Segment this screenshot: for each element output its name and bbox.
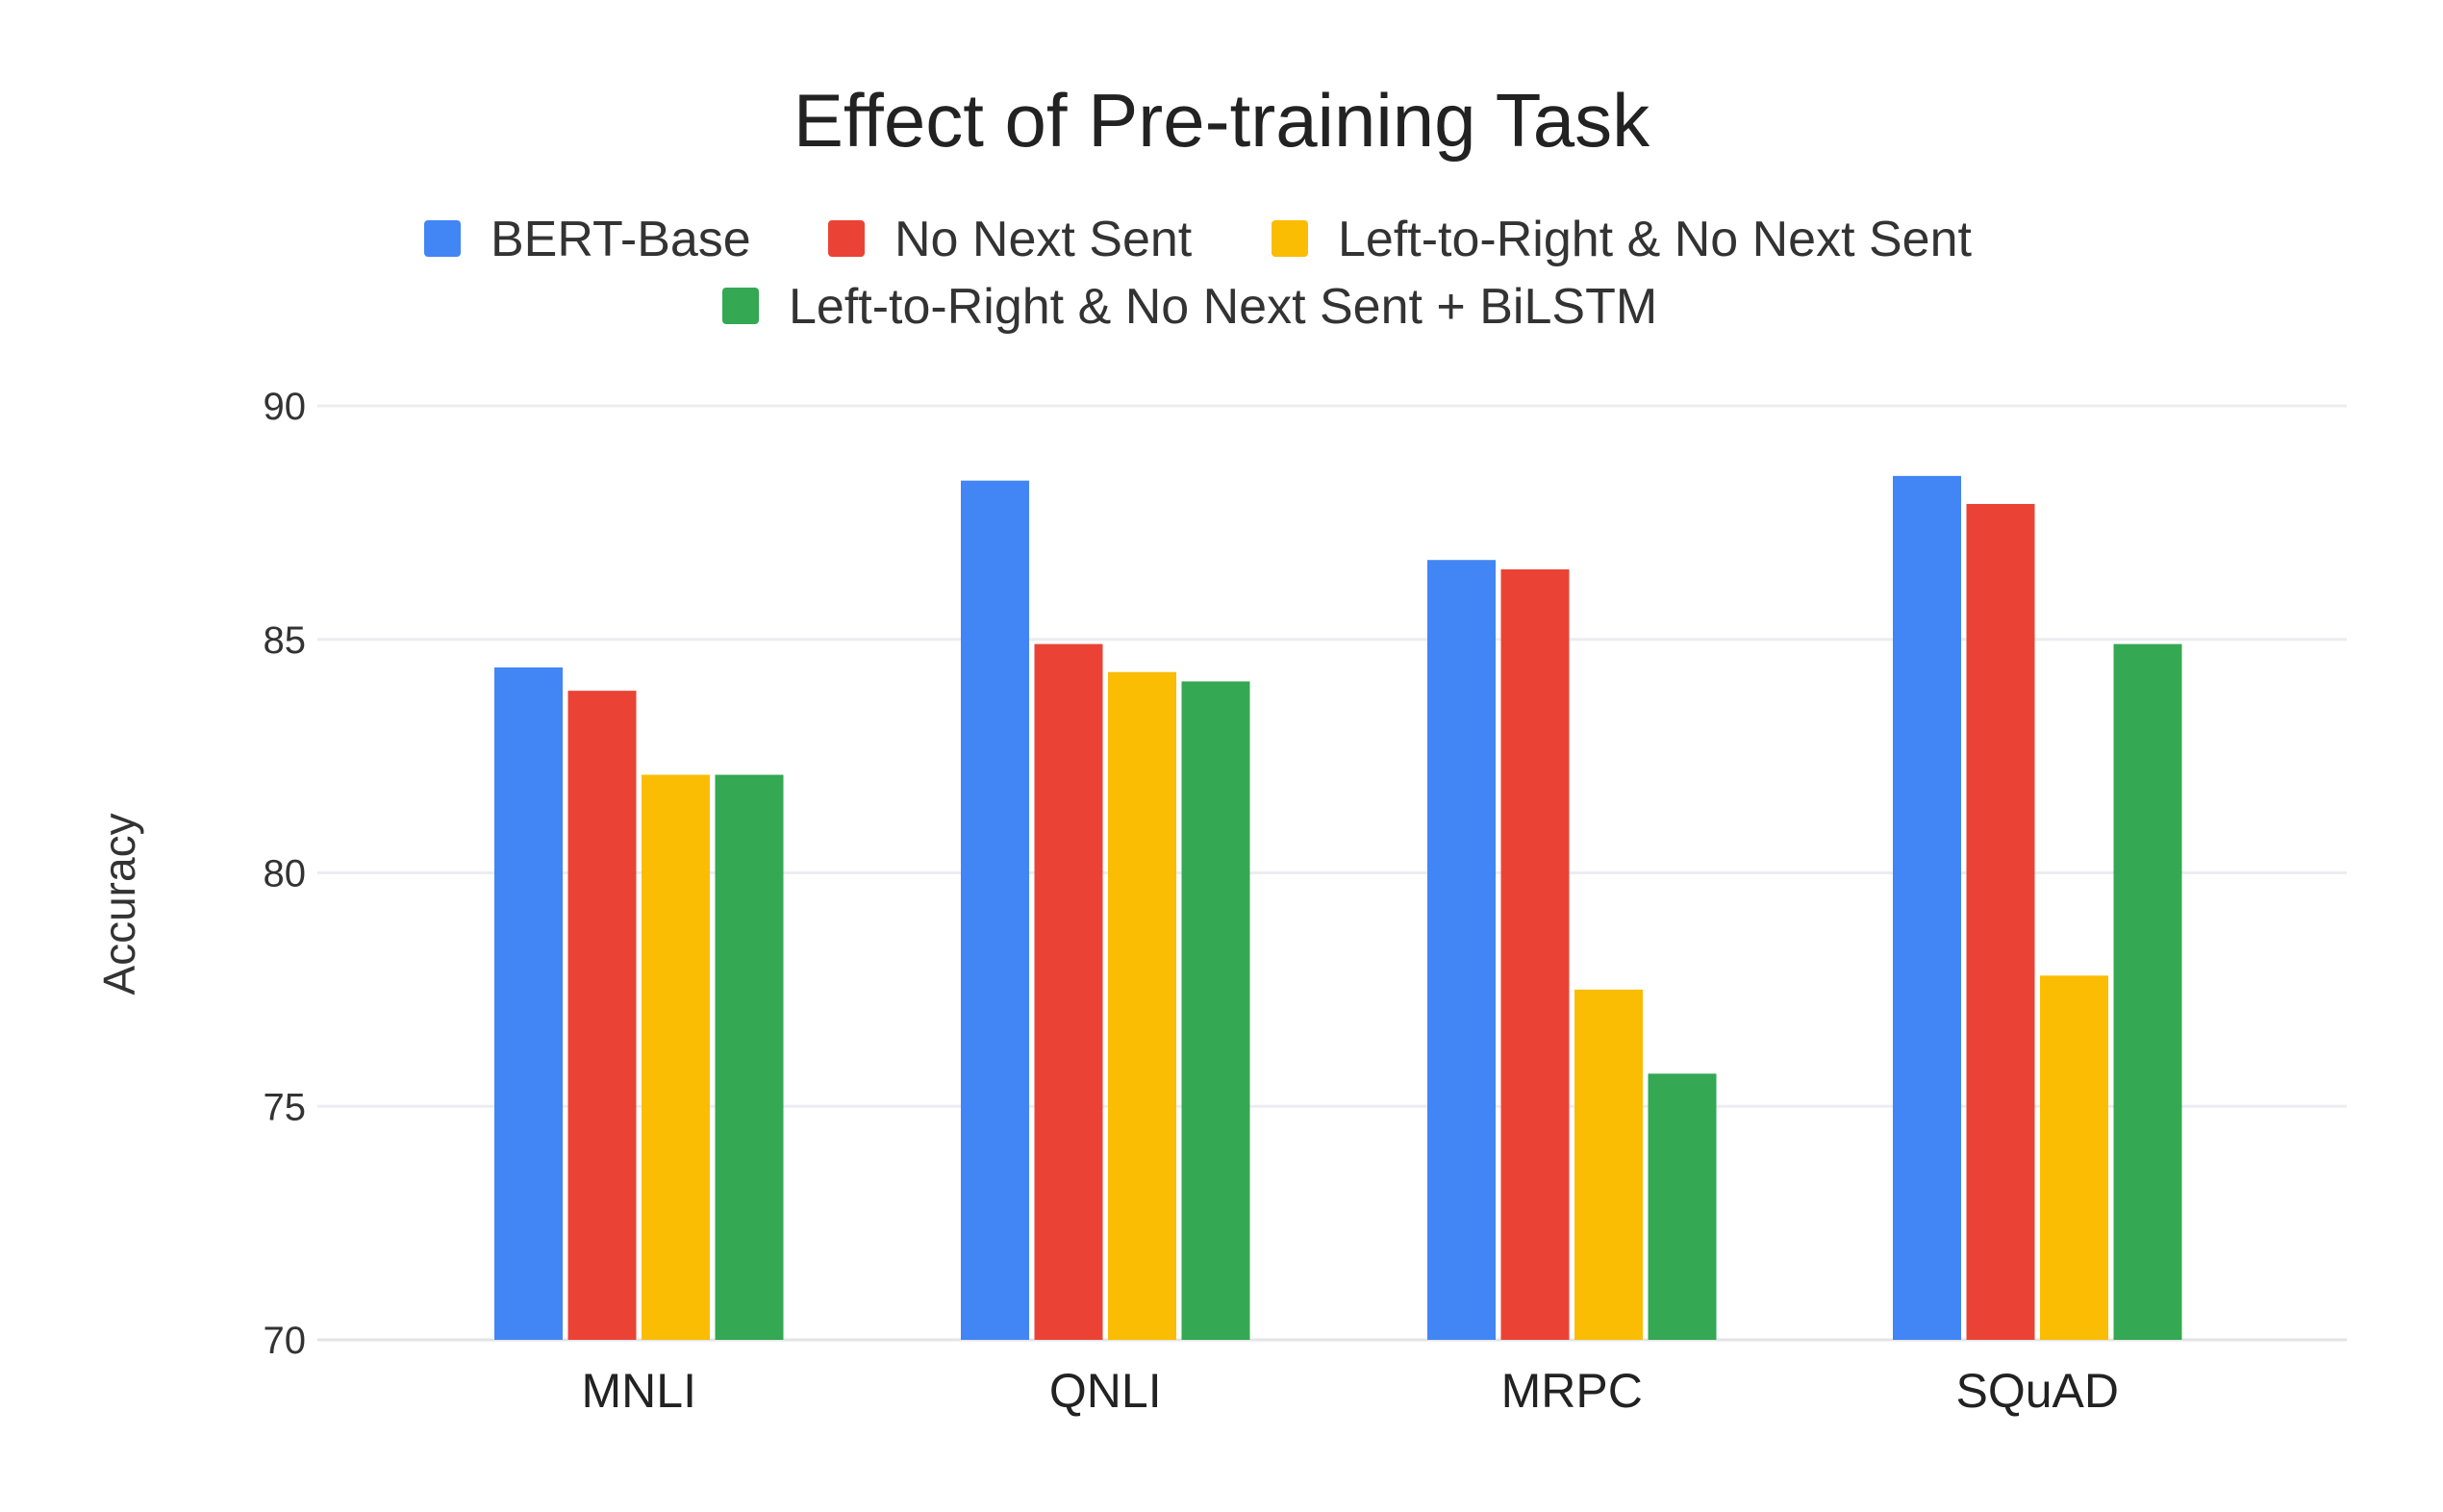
y-tick-label: 90 bbox=[264, 386, 307, 428]
bar-group-squad bbox=[1893, 475, 2182, 1340]
legend-label-no-next-sent: No Next Sent bbox=[894, 212, 1193, 267]
legend-label-left-to-right: Left-to-Right & No Next Sent bbox=[1338, 212, 1973, 267]
bar-qnli-left-to-right-no-next-sent-bilstm bbox=[1181, 681, 1250, 1340]
x-category-label: SQuAD bbox=[1955, 1364, 2119, 1418]
bar-squad-left-to-right-no-next-sent-bilstm bbox=[2113, 643, 2182, 1340]
legend-swatch-bert-base bbox=[424, 220, 461, 257]
y-tick-label: 70 bbox=[264, 1320, 307, 1362]
x-category-label: QNLI bbox=[1049, 1364, 1162, 1418]
bar-mnli-no-next-sent bbox=[567, 691, 637, 1340]
bar-mrpc-bert-base bbox=[1427, 560, 1496, 1340]
bar-mnli-bert-base bbox=[494, 667, 563, 1340]
y-axis-title: Accuracy bbox=[94, 813, 144, 995]
bar-squad-left-to-right-no-next-sent bbox=[2040, 975, 2108, 1340]
y-axis-ticks: 70 75 80 85 90 bbox=[264, 386, 307, 1362]
bar-group-mrpc bbox=[1427, 560, 1717, 1340]
x-axis-labels: MNLI QNLI MRPC SQuAD bbox=[582, 1364, 2119, 1418]
bar-mnli-left-to-right-no-next-sent bbox=[642, 774, 710, 1340]
bar-squad-no-next-sent bbox=[1966, 503, 2035, 1340]
y-tick-label: 85 bbox=[264, 619, 307, 662]
bar-group-qnli bbox=[961, 480, 1250, 1340]
legend-swatch-no-next-sent bbox=[828, 220, 865, 257]
bar-group-mnli bbox=[494, 667, 784, 1340]
bar-qnli-bert-base bbox=[961, 480, 1029, 1340]
legend-label-bert-base: BERT-Base bbox=[491, 212, 751, 267]
bar-mnli-left-to-right-no-next-sent-bilstm bbox=[715, 774, 784, 1340]
y-tick-label: 80 bbox=[264, 853, 307, 895]
legend-swatch-left-to-right bbox=[1272, 220, 1308, 257]
legend-swatch-left-to-right-bilstm bbox=[722, 288, 759, 324]
bar-qnli-left-to-right-no-next-sent bbox=[1108, 671, 1176, 1340]
legend: BERT-Base No Next Sent Left-to-Right & N… bbox=[424, 212, 1973, 335]
bar-qnli-no-next-sent bbox=[1034, 643, 1103, 1340]
legend-label-left-to-right-bilstm: Left-to-Right & No Next Sent + BiLSTM bbox=[789, 279, 1657, 335]
bar-squad-bert-base bbox=[1893, 475, 1961, 1340]
x-category-label: MRPC bbox=[1501, 1364, 1643, 1418]
y-tick-label: 75 bbox=[264, 1086, 307, 1128]
bars bbox=[494, 475, 2182, 1340]
chart-title: Effect of Pre-training Task bbox=[793, 78, 1650, 163]
x-category-label: MNLI bbox=[582, 1364, 696, 1418]
bar-mrpc-no-next-sent bbox=[1500, 568, 1570, 1340]
bar-mrpc-left-to-right-no-next-sent-bilstm bbox=[1648, 1073, 1717, 1340]
bar-mrpc-left-to-right-no-next-sent bbox=[1574, 989, 1643, 1340]
